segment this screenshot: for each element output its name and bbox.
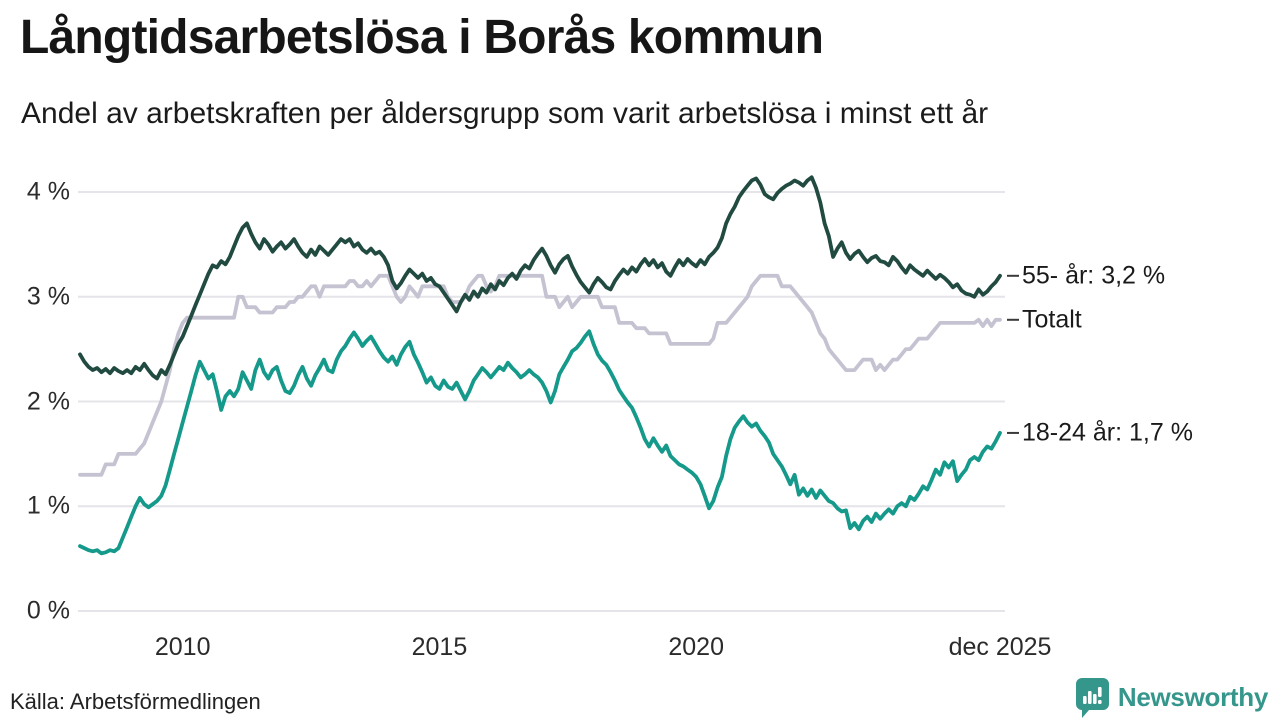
y-tick-label: 2 % (26, 387, 70, 415)
series-label-55--r: 55- år: 3,2 % (1022, 261, 1166, 290)
x-tick-label: 2010 (154, 633, 211, 661)
y-tick-label: 3 % (26, 282, 70, 311)
newsworthy-logo-text: Newsworthy (1117, 681, 1268, 712)
series-line-18-24-r (78, 329, 1002, 556)
x-tick-label: 2015 (411, 633, 468, 661)
x-tick-label: dec 2025 (948, 633, 1052, 661)
y-tick-label: 4 % (26, 177, 70, 206)
y-tick-label: 1 % (26, 491, 70, 520)
page-title: Långtidsarbetslösa i Borås kommun (20, 11, 824, 64)
source-note: Källa: Arbetsförmedlingen (10, 689, 261, 714)
newsworthy-logo: Newsworthy (1074, 676, 1268, 718)
y-tick-label: 0 % (26, 596, 70, 625)
series-line-55--r (78, 175, 1002, 381)
newsworthy-bubble-chart-icon (1075, 678, 1109, 718)
x-tick-label: 2020 (668, 633, 724, 661)
chart-subtitle: Andel av arbetskraften per åldersgrupp s… (21, 97, 989, 130)
series-label-Totalt: Totalt (1022, 305, 1082, 334)
series-line-Totalt (78, 273, 1002, 477)
series-label-18-24-r: 18-24 år: 1,7 % (1022, 418, 1193, 447)
